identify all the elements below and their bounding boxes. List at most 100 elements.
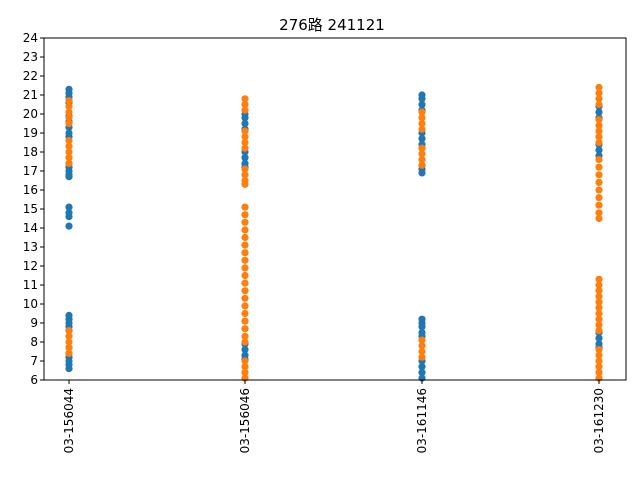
- data-point: [595, 327, 603, 335]
- data-point: [65, 159, 73, 167]
- data-point: [241, 357, 249, 365]
- data-point: [241, 363, 249, 371]
- data-point: [595, 315, 603, 323]
- data-point: [241, 309, 249, 318]
- data-point: [65, 213, 73, 221]
- data-point: [241, 114, 249, 122]
- data-point: [595, 368, 603, 376]
- data-point: [241, 302, 249, 310]
- data-point: [241, 138, 249, 147]
- data-point: [65, 344, 73, 352]
- data-point: [595, 108, 603, 116]
- series-2: [65, 83, 603, 382]
- data-point: [595, 156, 603, 164]
- data-point: [418, 353, 426, 361]
- data-point: [595, 209, 603, 217]
- data-point: [595, 95, 603, 103]
- data-point: [241, 233, 249, 242]
- data-point: [595, 116, 603, 124]
- data-point: [65, 203, 73, 211]
- y-tick-label: 18: [23, 145, 38, 159]
- y-tick-label: 15: [23, 202, 38, 216]
- data-point: [595, 100, 603, 109]
- data-point: [65, 102, 73, 110]
- y-tick-label: 12: [23, 259, 38, 273]
- data-point: [241, 338, 249, 346]
- data-point: [595, 201, 603, 209]
- x-axis: 03-156044 03-156046 03-161146 03-161230: [62, 380, 606, 453]
- y-tick-label: 6: [30, 373, 38, 387]
- data-point: [241, 95, 249, 103]
- data-point: [65, 137, 73, 145]
- data-point: [241, 203, 249, 211]
- data-point: [241, 180, 249, 188]
- data-point: [241, 264, 249, 272]
- data-point: [241, 317, 249, 325]
- data-point: [418, 144, 426, 152]
- data-point: [595, 121, 603, 129]
- data-point: [595, 334, 603, 342]
- data-point: [418, 363, 426, 371]
- data-point: [595, 163, 603, 171]
- chart-title: 276路 241121: [279, 16, 385, 34]
- data-point: [595, 363, 603, 371]
- data-point: [241, 287, 249, 295]
- data-point: [595, 127, 603, 135]
- plot-marks: [65, 83, 603, 382]
- y-tick-label: 23: [23, 50, 38, 64]
- data-point: [595, 357, 603, 365]
- data-point: [65, 108, 73, 116]
- y-tick-label: 10: [23, 297, 38, 311]
- data-point: [418, 119, 426, 128]
- data-point: [418, 150, 426, 158]
- y-tick-label: 7: [30, 354, 38, 368]
- x-tick-label: 03-161230: [592, 388, 606, 453]
- data-point: [595, 178, 603, 186]
- data-point: [595, 298, 603, 306]
- data-point: [241, 226, 249, 234]
- y-tick-label: 8: [30, 335, 38, 349]
- data-point: [241, 241, 249, 249]
- data-point: [595, 83, 603, 91]
- y-tick-label: 17: [23, 164, 38, 178]
- data-point: [65, 349, 73, 357]
- data-point: [418, 95, 426, 103]
- data-point: [418, 114, 426, 122]
- data-point: [595, 89, 603, 97]
- data-point: [595, 214, 603, 223]
- data-point: [241, 256, 249, 264]
- y-axis: 6 7 8 9 10 11 12 13 14 15 16 17 18 19 20 21 22 23 24: [23, 31, 44, 387]
- data-point: [595, 346, 603, 354]
- data-point: [418, 342, 426, 350]
- data-point: [65, 332, 73, 340]
- data-point: [241, 294, 249, 302]
- data-point: [418, 125, 426, 133]
- y-tick-label: 11: [23, 278, 38, 292]
- data-point: [241, 171, 249, 179]
- data-point: [241, 133, 249, 141]
- data-point: [595, 186, 603, 194]
- data-point: [65, 338, 73, 346]
- x-tick-label: 03-156044: [62, 388, 76, 453]
- data-point: [418, 169, 426, 177]
- data-point: [241, 106, 249, 114]
- data-point: [65, 142, 73, 150]
- data-point: [595, 309, 603, 318]
- data-point: [65, 114, 73, 122]
- data-point: [65, 222, 73, 230]
- data-point: [241, 154, 249, 162]
- data-point: [65, 119, 73, 128]
- y-tick-label: 24: [23, 31, 38, 45]
- data-point: [241, 332, 249, 340]
- data-point: [418, 161, 426, 169]
- y-tick-label: 13: [23, 240, 38, 254]
- y-tick-label: 19: [23, 126, 38, 140]
- y-tick-label: 9: [30, 316, 38, 330]
- data-point: [595, 304, 603, 312]
- data-point: [595, 287, 603, 295]
- y-tick-label: 22: [23, 69, 38, 83]
- data-point: [595, 321, 603, 329]
- data-point: [418, 347, 426, 356]
- data-point: [241, 211, 249, 219]
